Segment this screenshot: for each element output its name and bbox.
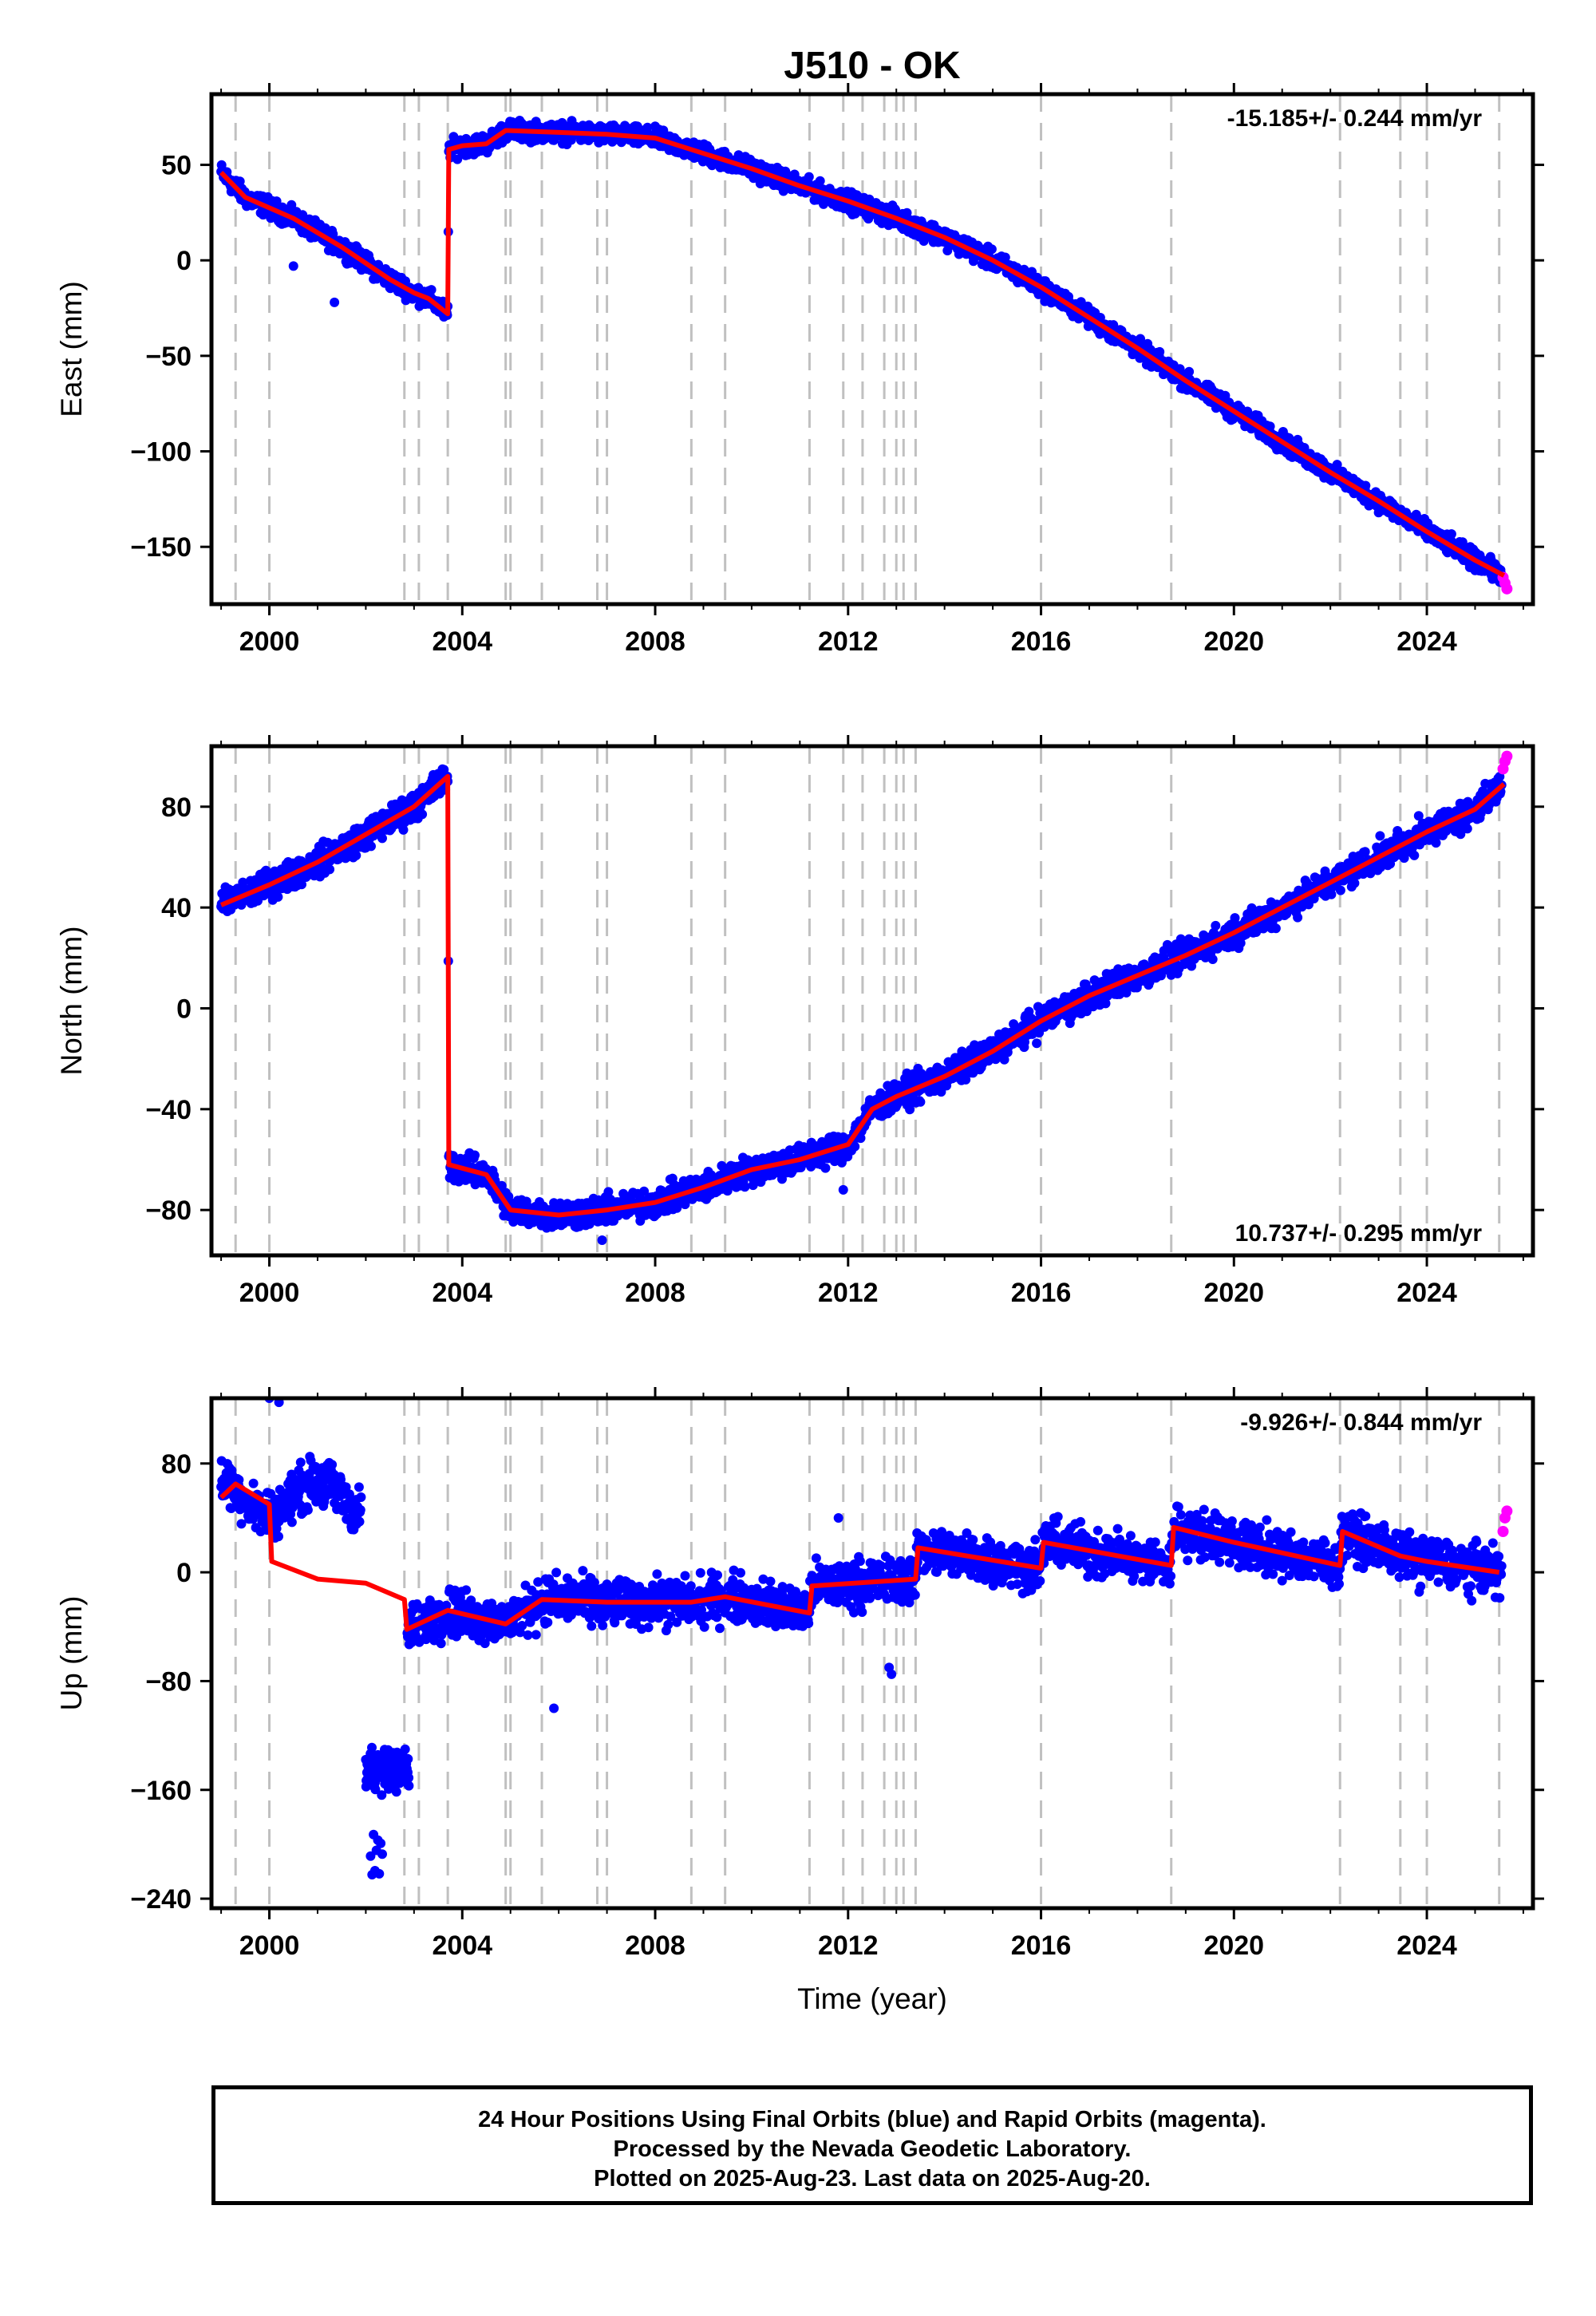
velocity-label: 10.737+/- 0.295 mm/yr [1235, 1220, 1483, 1247]
x-tick-label: 2020 [1203, 626, 1264, 657]
x-tick-label: 2000 [239, 626, 300, 657]
rapid-orbit-point [1501, 583, 1513, 595]
rapid-orbit-point [1501, 1505, 1513, 1517]
x-tick-label: 2016 [1011, 626, 1072, 657]
x-tick-label: 2004 [432, 1278, 492, 1308]
footer-note: 24 Hour Positions Using Final Orbits (bl… [211, 2085, 1533, 2205]
outlier-point [833, 1512, 843, 1523]
x-tick-label: 2020 [1203, 1278, 1264, 1308]
outlier-point [597, 1235, 607, 1246]
y-tick-label: −40 [145, 1095, 192, 1125]
x-tick-label: 2008 [625, 626, 685, 657]
y-tick-label: −160 [130, 1776, 192, 1806]
y-tick-label: −150 [130, 532, 192, 563]
x-tick-label: 2004 [432, 626, 492, 657]
y-tick-label: −240 [130, 1884, 192, 1915]
y-tick-label: −80 [145, 1666, 192, 1697]
y-tick-label: 50 [161, 151, 192, 181]
final-orbit-dots [216, 764, 1507, 1233]
y-tick-label: 80 [161, 1449, 192, 1480]
x-tick-label: 2008 [625, 1931, 685, 1961]
y-tick-label: −80 [145, 1196, 192, 1226]
outlier-point [330, 297, 340, 307]
outlier-point [887, 1669, 897, 1679]
chart-title: J510 - OK [784, 45, 961, 87]
rapid-orbit-point [1501, 750, 1513, 762]
y-axis-label: North (mm) [55, 926, 88, 1075]
x-tick-label: 2012 [818, 1278, 879, 1308]
y-axis-label: Up (mm) [55, 1596, 88, 1711]
x-tick-label: 2020 [1203, 1931, 1264, 1961]
north-panel: 2000 2004 2008 2012 2016 2020 2024 80 40 0 −40 −80 N… [55, 735, 1544, 1308]
final-orbit-dots [216, 1452, 1507, 1879]
velocity-label: -15.185+/- 0.244 mm/yr [1227, 105, 1483, 132]
x-tick-label: 2012 [818, 626, 879, 657]
y-tick-label: 0 [176, 1558, 192, 1588]
y-tick-label: 0 [176, 994, 192, 1024]
x-tick-label: 2004 [432, 1931, 492, 1961]
final-orbit-dots [216, 116, 1507, 587]
model-fit-line [219, 128, 1506, 578]
x-tick-label: 2000 [239, 1931, 300, 1961]
y-tick-label: 40 [161, 893, 192, 923]
x-tick-label: 2016 [1011, 1931, 1072, 1961]
footer-line-1: 24 Hour Positions Using Final Orbits (bl… [478, 2107, 1266, 2132]
footer-line-2: Processed by the Nevada Geodetic Laborat… [613, 2136, 1132, 2162]
x-tick-label: 2008 [625, 1278, 685, 1308]
x-tick-label: 2024 [1396, 1931, 1457, 1961]
x-tick-label: 2016 [1011, 1278, 1072, 1308]
plot-frame [209, 92, 1535, 607]
x-tick-label: 2024 [1396, 626, 1457, 657]
outlier-point [288, 261, 298, 271]
outlier-point [838, 1184, 848, 1195]
y-tick-label: −100 [130, 437, 192, 468]
velocity-label: -9.926+/- 0.844 mm/yr [1240, 1409, 1482, 1436]
up-panel: 2000 2004 2008 2012 2016 2020 2024 80 0 −80 −160 −2… [55, 1387, 1544, 1961]
final-orbit-points [216, 750, 1513, 1246]
final-orbit-points [216, 116, 1513, 595]
outlier-point [274, 1398, 284, 1408]
final-orbit-points [216, 1398, 1513, 1879]
model-fit-line [219, 773, 1506, 1218]
x-tick-label: 2000 [239, 1278, 300, 1308]
outlier-point [549, 1703, 559, 1713]
x-axis-label: Time (year) [797, 1982, 947, 2015]
east-panel: 2000 2004 2008 2012 2016 2020 2024 50 0 −50 −100 −1… [55, 83, 1544, 657]
model-fit-line [219, 1481, 1500, 1632]
y-tick-label: 0 [176, 246, 192, 276]
y-tick-label: 80 [161, 792, 192, 823]
rapid-orbit-point [1497, 1525, 1509, 1537]
footer-line-3: Plotted on 2025-Aug-23. Last data on 202… [594, 2166, 1151, 2192]
x-tick-label: 2012 [818, 1931, 879, 1961]
y-tick-label: −50 [145, 342, 192, 372]
x-tick-label: 2024 [1396, 1278, 1457, 1308]
plot-frame [209, 744, 1535, 1258]
y-axis-label: East (mm) [55, 281, 88, 417]
plot-frame [209, 1396, 1535, 1911]
